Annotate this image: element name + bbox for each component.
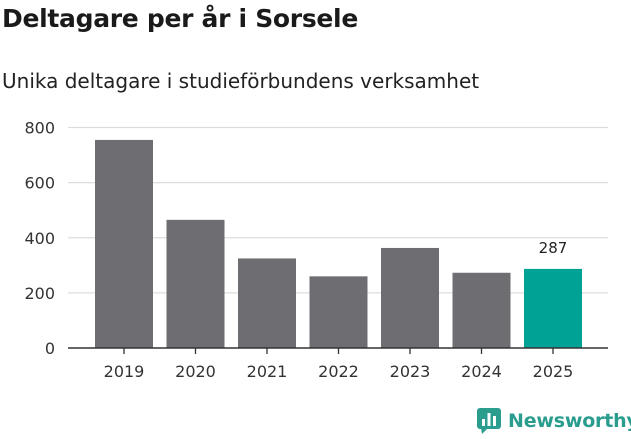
x-tick-label: 2023 — [390, 362, 431, 381]
x-tick-label: 2019 — [104, 362, 145, 381]
x-tick-label: 2020 — [175, 362, 216, 381]
bar-2024 — [452, 272, 511, 348]
bar-2023 — [381, 247, 439, 348]
chart-title: Deltagare per år i Sorsele — [2, 4, 358, 33]
bar-2021 — [238, 258, 296, 348]
bar-2022 — [309, 276, 368, 348]
chart-subtitle: Unika deltagare i studieförbundens verks… — [2, 69, 480, 93]
y-axis-labels: 0 200 400 600 800 — [24, 119, 55, 358]
y-tick-label: 800 — [24, 119, 55, 138]
bar-2020 — [166, 219, 225, 348]
data-labels: 287 — [539, 239, 568, 257]
x-tick-label: 2024 — [461, 362, 502, 381]
bar-2025 — [524, 268, 582, 348]
y-tick-label: 200 — [24, 284, 55, 303]
bar-chart-speech-bubble-icon — [477, 408, 501, 434]
newsworthy-logo: Newsworthy — [476, 406, 631, 436]
bars — [95, 139, 582, 348]
y-tick-label: 400 — [24, 229, 55, 248]
data-label: 287 — [539, 239, 568, 257]
y-tick-label: 600 — [24, 174, 55, 193]
x-tick-label: 2025 — [533, 362, 574, 381]
x-tick-label: 2021 — [247, 362, 288, 381]
logo-text: Newsworthy — [508, 410, 631, 432]
y-tick-label: 0 — [45, 339, 55, 358]
x-tick-label: 2022 — [318, 362, 359, 381]
x-axis-labels: 2019 2020 2021 2022 2023 2024 2025 — [68, 347, 608, 381]
bar-2019 — [95, 139, 153, 348]
